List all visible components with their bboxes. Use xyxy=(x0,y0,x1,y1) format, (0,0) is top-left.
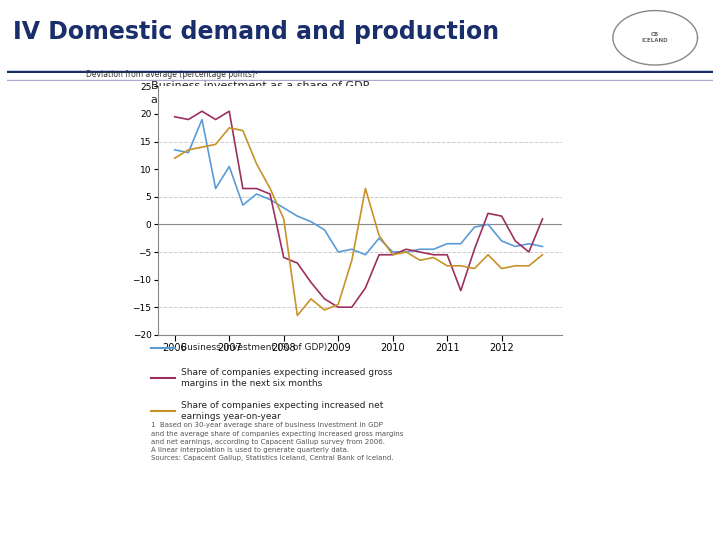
Text: CB
ICELAND: CB ICELAND xyxy=(642,32,668,43)
Text: 1  Based on 30-year average share of business investment in GDP
and the average : 1 Based on 30-year average share of busi… xyxy=(151,422,404,461)
Text: IV Domestic demand and production: IV Domestic demand and production xyxy=(13,20,499,44)
Text: Deviation from average (percentage points)¹: Deviation from average (percentage point… xyxy=(86,70,258,79)
Text: Share of companies expecting increased gross
margins in the next six months: Share of companies expecting increased g… xyxy=(181,368,393,388)
Text: Business investment as a share of GDP
and corporate expectations: Business investment as a share of GDP an… xyxy=(151,81,369,105)
Text: Business investment (% of GDP): Business investment (% of GDP) xyxy=(181,343,328,352)
Text: Share of companies expecting increased net
earnings year-on-year: Share of companies expecting increased n… xyxy=(181,401,384,421)
